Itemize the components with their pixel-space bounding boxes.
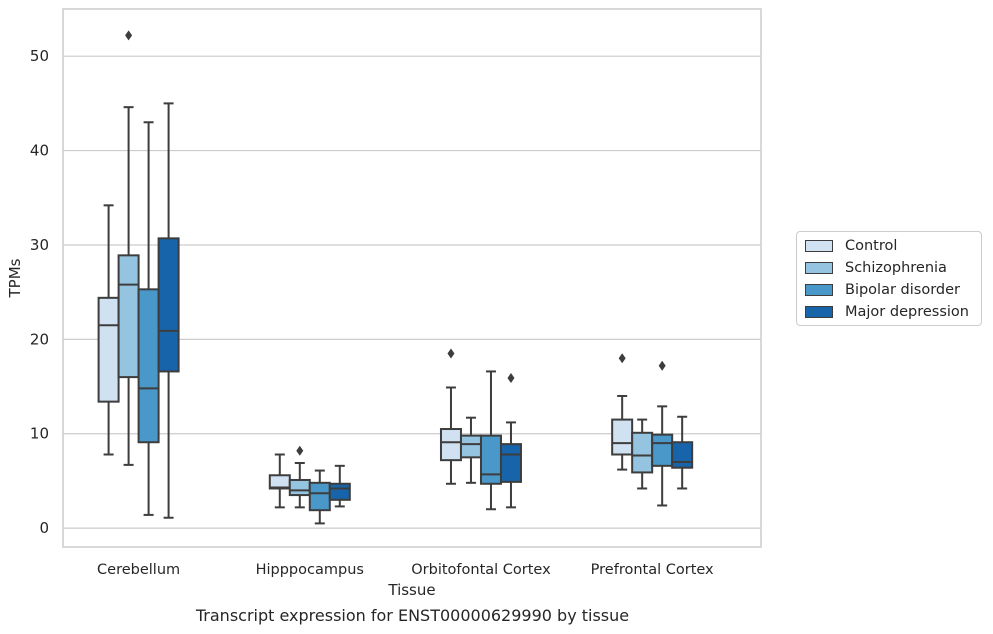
y-tick-label: 0 <box>39 519 49 537</box>
outlier-point <box>658 360 666 371</box>
x-axis-label: Tissue <box>387 581 435 599</box>
box <box>671 441 694 469</box>
box-bipolar-disorder <box>479 370 502 511</box>
box <box>328 482 351 501</box>
box <box>137 288 160 444</box>
y-tick-label: 30 <box>30 236 49 254</box>
box-major-depression <box>157 102 180 519</box>
legend-label: Schizophrenia <box>845 260 947 276</box>
legend-item-major-depression: Major depression <box>805 303 969 321</box>
x-tick-label: Prefrontal Cortex <box>591 562 714 578</box>
box <box>439 428 462 462</box>
box-control <box>268 453 291 509</box>
tick-labels: 0 10 20 30 40 50 Cerebellum Hipppocampus Orbitof… <box>30 47 714 578</box>
box-bipolar-disorder <box>308 469 331 525</box>
box-bipolar-disorder <box>651 360 674 507</box>
legend-swatch <box>805 306 833 318</box>
x-tick-label: Orbitofontal Cortex <box>411 562 551 578</box>
outlier-point <box>447 348 455 359</box>
box <box>459 434 482 459</box>
box <box>308 481 331 512</box>
box-major-depression <box>328 464 351 508</box>
box <box>499 443 522 483</box>
box <box>157 237 180 373</box>
outlier-point <box>618 353 626 364</box>
legend-label: Control <box>845 238 898 254</box>
box-control <box>611 353 634 471</box>
outlier-point <box>296 445 304 456</box>
box <box>479 434 502 485</box>
box <box>651 433 674 467</box>
legend-item-control: Control <box>805 237 897 255</box>
y-tick-label: 50 <box>30 47 49 65</box>
box-schizophrenia <box>117 30 140 466</box>
legend-label: Bipolar disorder <box>845 282 960 298</box>
box-control <box>97 204 120 456</box>
legend: Control Schizophrenia Bipolar disorder M… <box>796 231 982 326</box>
box-major-depression <box>499 373 522 509</box>
y-tick-label: 20 <box>30 330 49 348</box>
x-tick-label: Cerebellum <box>97 562 180 578</box>
outlier-point <box>125 30 133 41</box>
legend-swatch <box>805 240 833 252</box>
y-tick-label: 40 <box>30 142 49 160</box>
box <box>97 296 120 403</box>
y-tick-label: 10 <box>30 425 49 443</box>
box-schizophrenia <box>631 418 654 490</box>
legend-swatch <box>805 262 833 274</box>
box-schizophrenia <box>459 416 482 484</box>
box-control <box>439 348 462 485</box>
box <box>631 431 654 474</box>
outlier-point <box>507 373 515 384</box>
box-major-depression <box>671 415 694 490</box>
legend-item-schizophrenia: Schizophrenia <box>805 259 947 277</box>
box <box>288 478 311 497</box>
box <box>611 418 634 456</box>
y-axis-label: TPMs <box>6 258 24 298</box>
box-series <box>97 30 694 525</box>
box <box>268 474 291 490</box>
box-bipolar-disorder <box>137 121 160 516</box>
box <box>117 254 140 379</box>
legend-label: Major depression <box>845 304 969 320</box>
legend-swatch <box>805 284 833 296</box>
box-schizophrenia <box>288 445 311 509</box>
legend-item-bipolar-disorder: Bipolar disorder <box>805 281 960 299</box>
figure-caption: Transcript expression for ENST0000062999… <box>195 606 630 625</box>
x-tick-label: Hipppocampus <box>256 562 364 578</box>
plot-frame <box>62 8 762 548</box>
